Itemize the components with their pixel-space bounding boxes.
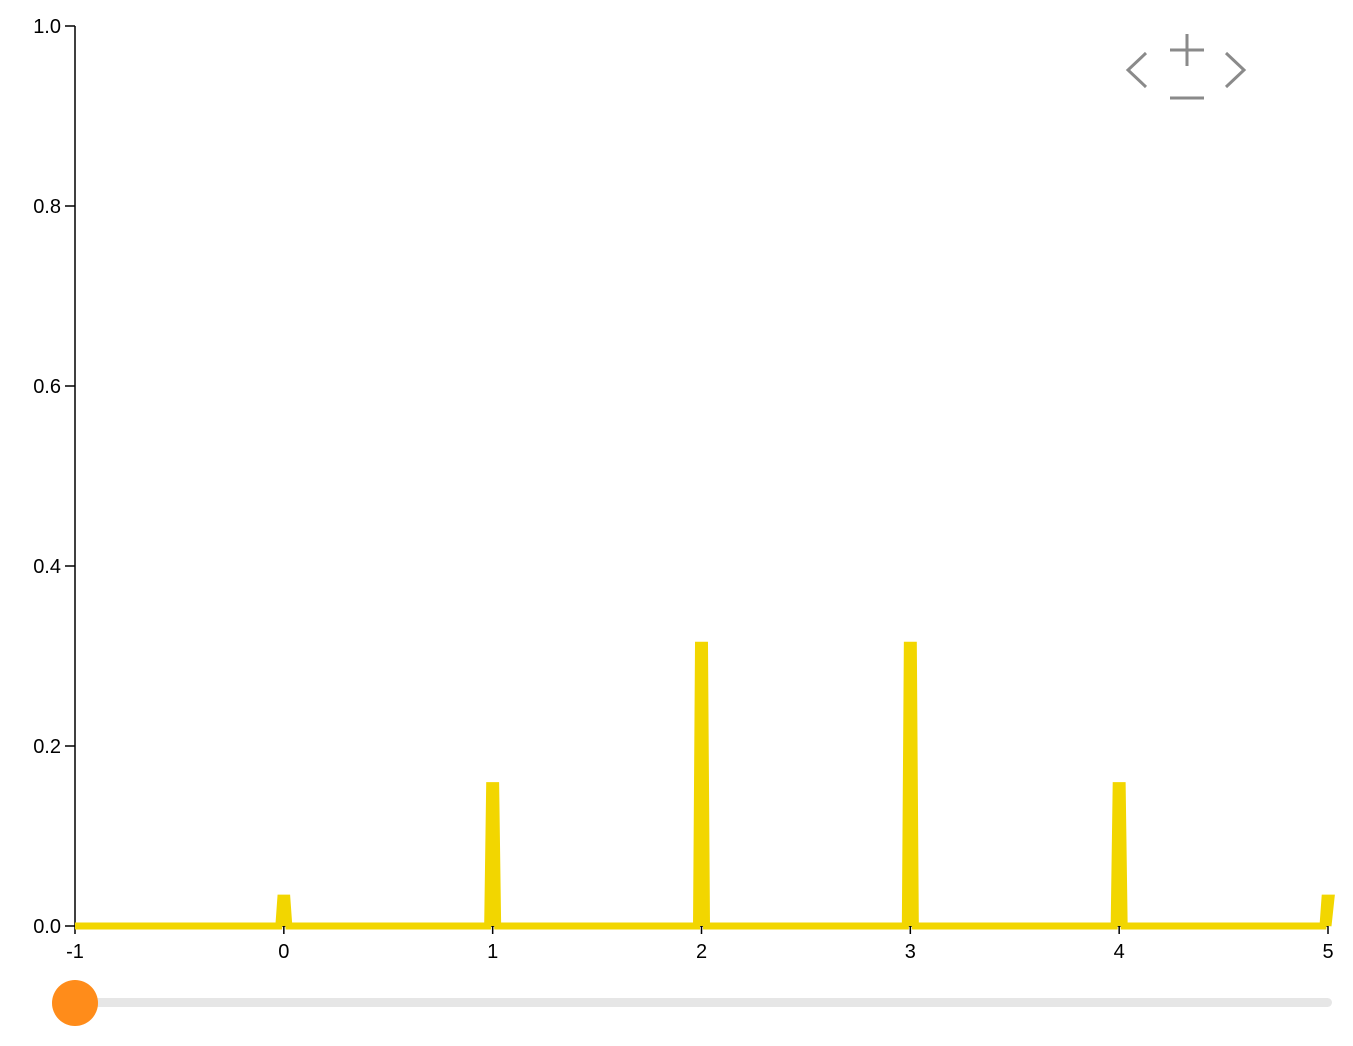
prev-button[interactable] (1124, 50, 1150, 90)
x-tick-label: -1 (66, 941, 84, 963)
y-tick-label: 0.0 (33, 916, 61, 938)
series-line (75, 641, 1335, 930)
y-tick-label: 0.2 (33, 736, 61, 758)
spike-mark (1116, 785, 1123, 926)
zoom-out-button[interactable] (1168, 90, 1206, 106)
y-tick-label: 0.8 (33, 196, 61, 218)
x-tick-label: 4 (1114, 941, 1125, 963)
spike-mark (698, 645, 705, 926)
x-tick-label: 3 (905, 941, 916, 963)
plus-icon (1170, 34, 1204, 66)
slider-track[interactable] (75, 998, 1332, 1007)
next-button[interactable] (1222, 50, 1248, 90)
x-tick-label: 5 (1322, 941, 1333, 963)
x-tick-label: 1 (487, 941, 498, 963)
x-tick-label: 2 (696, 941, 707, 963)
spike-mark (1325, 898, 1331, 926)
spike-mark (280, 898, 287, 926)
zoom-in-button[interactable] (1168, 32, 1206, 68)
chevron-left-icon (1125, 51, 1148, 89)
chevron-right-icon (1224, 51, 1247, 89)
slider-thumb[interactable] (52, 980, 98, 1026)
x-axis: -1 0 1 2 3 4 5 (66, 925, 1334, 963)
spike-mark (489, 785, 496, 926)
y-tick-label: 0.4 (33, 556, 61, 578)
spike-mark (907, 645, 914, 926)
y-tick-label: 1.0 (33, 16, 61, 38)
x-tick-label: 0 (278, 941, 289, 963)
series-layer (75, 641, 1335, 930)
y-axis: 0.0 0.2 0.4 0.6 0.8 1.0 (33, 16, 76, 938)
y-tick-label: 0.6 (33, 376, 61, 398)
